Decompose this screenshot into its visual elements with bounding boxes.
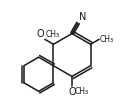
Text: CH₃: CH₃	[74, 87, 89, 96]
Text: N: N	[79, 12, 87, 22]
Text: O: O	[37, 29, 44, 39]
Text: CH₃: CH₃	[100, 35, 114, 44]
Text: O: O	[68, 87, 76, 97]
Text: CH₃: CH₃	[45, 30, 60, 39]
